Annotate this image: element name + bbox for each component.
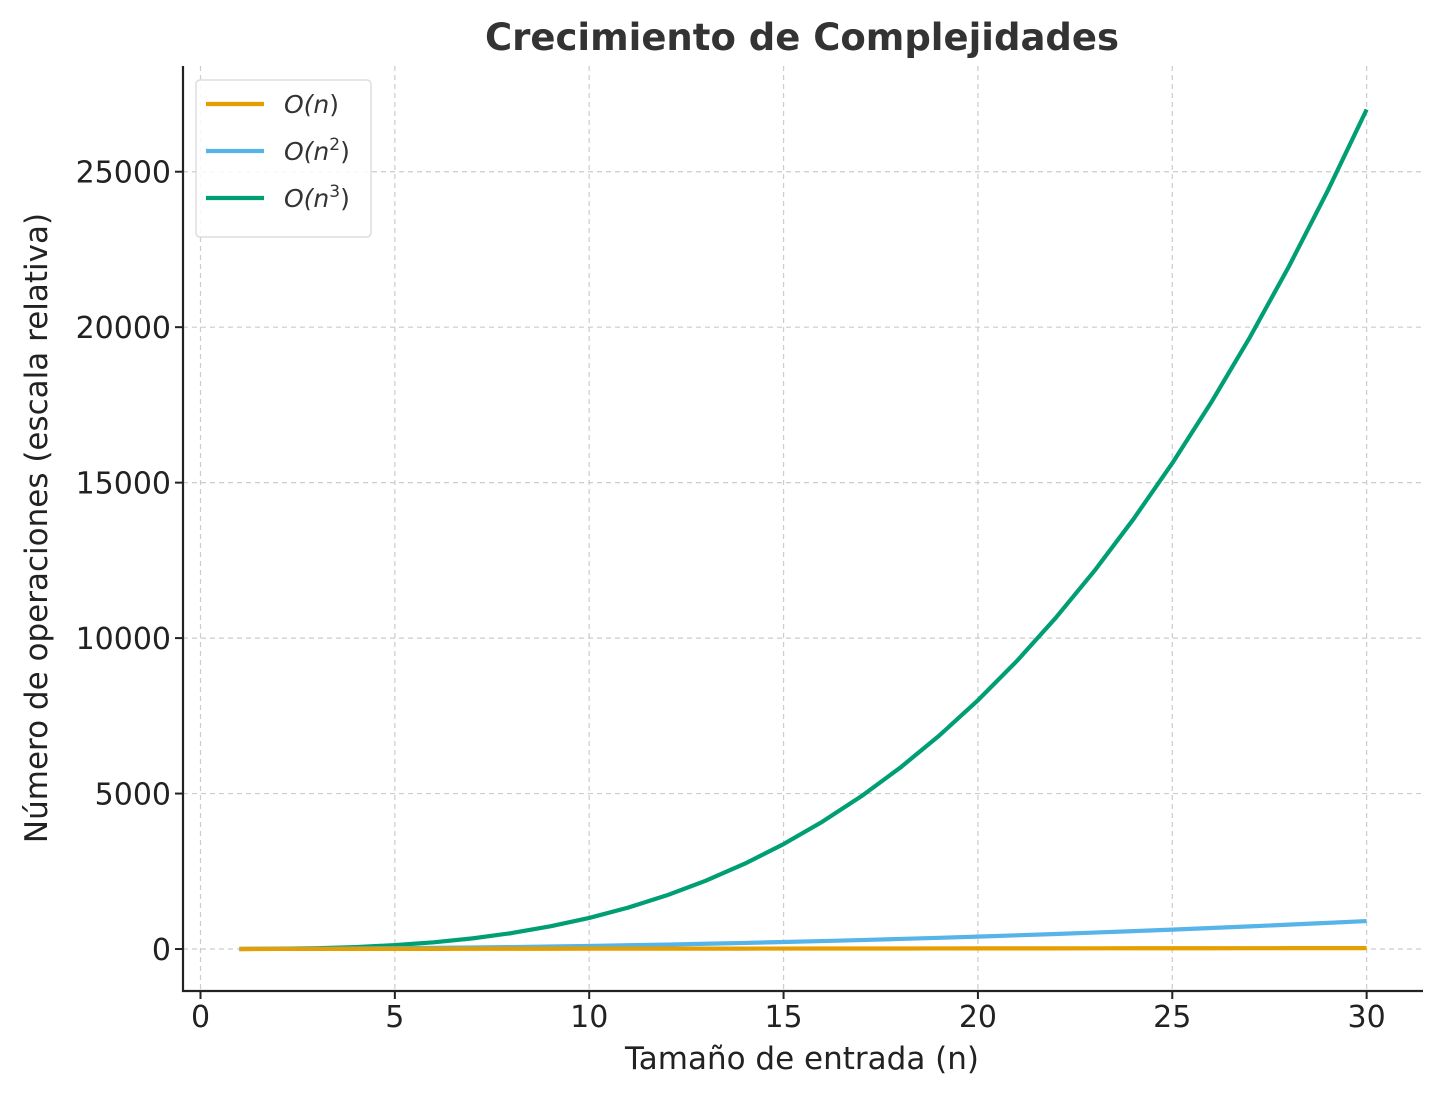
x-tick-label: 20 [959,1000,997,1035]
x-tick-label: 0 [191,1000,210,1035]
legend-label-paren: ) [340,184,350,213]
y-tick-label: 5000 [95,778,171,813]
x-tick-label: 15 [764,1000,802,1035]
y-axis-label: Número de operaciones (escala relativa) [19,213,55,843]
y-tick-label: 0 [152,933,171,968]
x-tick-label: 25 [1153,1000,1191,1035]
x-axis-label: Tamaño de entrada (n) [624,1041,979,1077]
x-tick-label: 30 [1348,1000,1386,1035]
legend-label-base: O(n [284,137,329,166]
chart-title: Crecimiento de Complejidades [485,16,1119,59]
legend-label: O(n) [284,90,339,119]
y-tick-label: 15000 [76,467,171,502]
legend-label-exponent: 2 [329,135,340,155]
legend-label-paren: ) [329,90,339,119]
series-lines [239,108,1369,952]
series-line-o-n3- [239,108,1369,952]
legend: O(n)O(n2)O(n3) [195,79,372,238]
legend-label-exponent: 3 [329,182,340,202]
legend-label: O(n2) [284,135,350,166]
y-tick-label: 10000 [76,622,171,657]
legend-label-paren: ) [340,137,350,166]
y-tick-label: 20000 [76,311,171,346]
legend-label: O(n3) [284,182,350,213]
series-line-o-n- [239,945,1367,952]
axis-ticks: 0 5 10 15 20 25 30 0 5000 10000 15000 20000 25000 [76,156,1386,1035]
legend-label-base: O(n [284,184,329,213]
x-tick-label: 10 [570,1000,608,1035]
legend-label-base: O(n [284,90,329,119]
grid-lines [183,66,1423,991]
axis-spines [181,66,1423,993]
x-tick-label: 5 [385,1000,404,1035]
y-tick-label: 25000 [76,156,171,191]
